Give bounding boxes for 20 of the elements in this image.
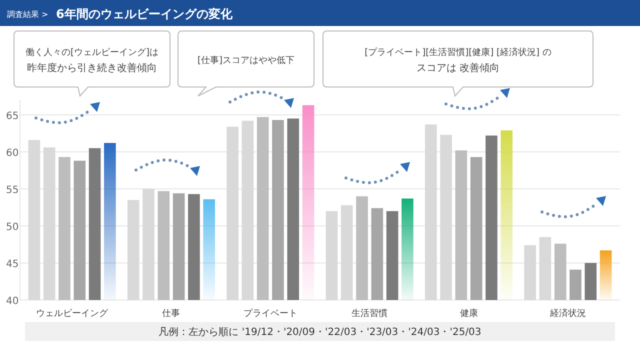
y-tick-label: 65	[6, 110, 19, 122]
x-tick-label: 生活習慣	[352, 308, 388, 319]
chart-subtitle: 調査結果 >	[7, 10, 48, 19]
text: 働く人々の[ウェルビーイング]は	[25, 47, 159, 58]
y-tick-label: 45	[6, 258, 19, 270]
y-tick-label: 60	[6, 148, 19, 159]
x-tick-label: 健康	[460, 308, 478, 319]
y-tick-label: 55	[6, 184, 19, 196]
chart-title: 6年間のウェルビーイングの変化	[56, 7, 234, 21]
x-tick-label: ウェルビーイング	[36, 308, 110, 319]
y-tick-label: 50	[6, 222, 19, 233]
text: 昨年度から引き続き改善傾向	[27, 62, 157, 74]
text: [仕事]スコアはやや低下	[197, 55, 295, 66]
text: 凡例：左から順に '19/12・'20/09・'22/03・'23/03・'24/03・'25/03	[158, 326, 482, 338]
y-tick-label: 40	[6, 296, 19, 307]
text: [プライベート][生活習慣][健康] [経済状況] の	[364, 47, 552, 58]
x-tick-label: 経済状況	[548, 308, 586, 319]
text: スコアは 改善傾向	[416, 62, 500, 74]
x-tick-label: 仕事	[162, 308, 180, 319]
x-tick-label: プライベート	[243, 308, 298, 319]
